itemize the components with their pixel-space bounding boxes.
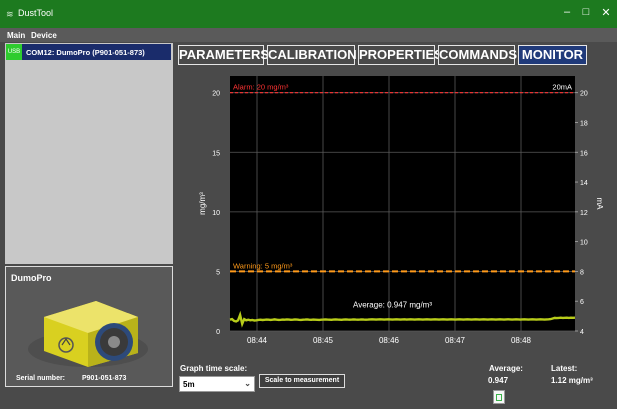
device-image	[28, 301, 148, 367]
y2-tick-label: 16	[580, 150, 588, 157]
graph-time-scale-label: Graph time scale:	[180, 364, 248, 373]
close-button[interactable]: ✕	[601, 7, 611, 19]
threshold-right-label: 20mA	[552, 83, 572, 92]
chevron-down-icon: ⌄	[244, 379, 251, 388]
y-tick-label: 20	[212, 91, 220, 98]
y2-axis-label: mA	[595, 198, 604, 211]
title-bar: ≋ DustTool – □ ✕	[0, 0, 617, 28]
tab-parameters[interactable]: PARAMETERS	[178, 45, 269, 65]
y2-tick-label: 20	[580, 91, 588, 98]
tab-monitor[interactable]: MONITOR	[518, 45, 587, 65]
y2-tick-label: 12	[580, 210, 588, 217]
maximize-button[interactable]: □	[582, 6, 590, 18]
app-icon: ≋	[6, 9, 14, 19]
threshold-label: Warning: 5 mg/m³	[233, 261, 293, 270]
graph-time-scale-select[interactable]: 5m ⌄	[179, 376, 255, 392]
graph-time-scale-value: 5m	[183, 380, 195, 389]
y-tick-label: 0	[216, 329, 220, 336]
y-axis-label: mg/m³	[198, 192, 207, 215]
monitor-chart-area: 0 5 10 15 20 4 6 8 10 12 14 16 18 20 08:44 08:45 08:46 08…	[178, 69, 612, 358]
serial-value: P901-051-873	[82, 375, 127, 382]
x-tick-label: 08:48	[511, 336, 532, 345]
x-tick-label: 08:44	[247, 336, 268, 345]
series-line	[229, 310, 576, 328]
threshold-label: Alarm: 20 mg/m³	[233, 83, 289, 92]
menu-bar: Main Device	[0, 28, 617, 42]
average-annotation: Average: 0.947 mg/m³	[353, 301, 432, 310]
tab-commands[interactable]: COMMANDS	[438, 45, 517, 65]
y2-tick-label: 6	[580, 299, 584, 306]
plot-background	[230, 76, 575, 331]
serial-label: Serial number:	[16, 375, 66, 382]
y-tick-label: 10	[212, 210, 220, 217]
tab-calibration[interactable]: CALIBRATION	[267, 45, 357, 65]
y2-tick-label: 10	[580, 240, 588, 247]
x-tick-label: 08:47	[445, 336, 466, 345]
latest-label: Latest:	[551, 364, 578, 373]
latest-value: 1.12 mg/m³	[551, 376, 593, 385]
menu-main[interactable]: Main	[7, 31, 26, 40]
tab-properties[interactable]: PROPERTIES	[358, 45, 443, 65]
minimize-button[interactable]: –	[563, 6, 571, 18]
y2-tick-label: 14	[580, 180, 588, 187]
device-info-title: DumoPro	[11, 273, 52, 283]
y-tick-label: 5	[216, 269, 220, 276]
window-title: DustTool	[18, 8, 54, 18]
device-info-panel: DumoPro Serial number: P901-051-873	[5, 266, 173, 387]
scale-to-measurement-button[interactable]: Scale to measurement	[259, 374, 345, 388]
device-list: USB COM12: DumoPro (P901-051-873)	[5, 43, 173, 264]
y2-tick-label: 4	[580, 329, 584, 336]
x-tick-label: 08:46	[379, 336, 400, 345]
graph-controls: Graph time scale: 5m ⌄ Scale to measurem…	[175, 359, 615, 407]
menu-device[interactable]: Device	[31, 31, 57, 40]
y2-tick-label: 18	[580, 120, 588, 127]
device-label: COM12: DumoPro (P901-051-873)	[26, 48, 145, 57]
usb-badge: USB	[6, 44, 22, 60]
x-tick-label: 08:45	[313, 336, 334, 345]
device-list-item[interactable]: USB COM12: DumoPro (P901-051-873)	[6, 44, 171, 60]
monitor-chart: 0 5 10 15 20 4 6 8 10 12 14 16 18 20 08:44 08:45 08:46 08…	[198, 76, 604, 345]
copy-icon[interactable]	[493, 390, 505, 404]
average-value: 0.947	[488, 376, 509, 385]
average-label: Average:	[489, 364, 523, 373]
y-tick-label: 15	[212, 150, 220, 157]
y2-tick-label: 8	[580, 269, 584, 276]
